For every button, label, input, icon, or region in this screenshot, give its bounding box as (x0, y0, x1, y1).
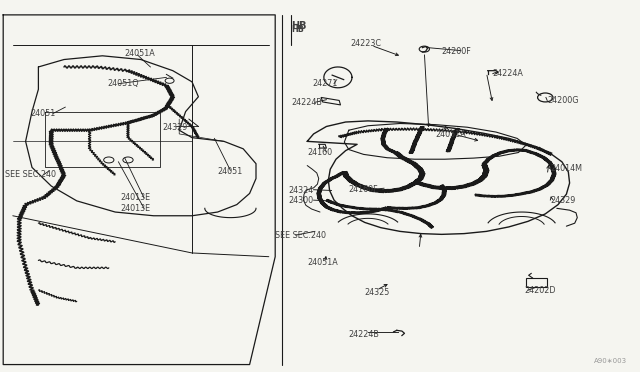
Text: 24300: 24300 (288, 196, 313, 205)
Bar (526, 278, 547, 287)
Text: 24013E: 24013E (120, 193, 150, 202)
Text: 24325: 24325 (365, 288, 390, 296)
Text: 24013E: 24013E (120, 204, 150, 213)
Text: 24051A: 24051A (125, 49, 156, 58)
Text: 24329: 24329 (550, 196, 576, 205)
Text: HB: HB (291, 25, 304, 34)
Text: 24271: 24271 (312, 79, 338, 88)
Text: 24200F: 24200F (442, 47, 471, 56)
Text: 24200G: 24200G (547, 96, 579, 105)
Text: 24324: 24324 (288, 186, 313, 195)
Text: HB: HB (291, 21, 307, 31)
Text: 24051: 24051 (31, 109, 56, 118)
Text: SEE SEC.240: SEE SEC.240 (275, 231, 326, 240)
Text: 24223C: 24223C (351, 39, 381, 48)
Text: 24329: 24329 (162, 123, 188, 132)
Text: 24224B: 24224B (291, 98, 322, 107)
Text: 24224A: 24224A (493, 69, 524, 78)
Text: 24051A: 24051A (307, 258, 338, 267)
Text: 24051A: 24051A (435, 130, 466, 139)
Text: 24202D: 24202D (525, 286, 556, 295)
Text: 24051: 24051 (218, 167, 243, 176)
Text: 24051Q: 24051Q (108, 79, 139, 88)
Text: A90∗003: A90∗003 (594, 358, 627, 364)
Text: 24160F: 24160F (349, 185, 378, 194)
Text: 24224B: 24224B (349, 330, 380, 339)
Text: 24014M: 24014M (550, 164, 582, 173)
Text: 24160: 24160 (307, 148, 332, 157)
Text: SEE SEC.240: SEE SEC.240 (5, 170, 56, 179)
